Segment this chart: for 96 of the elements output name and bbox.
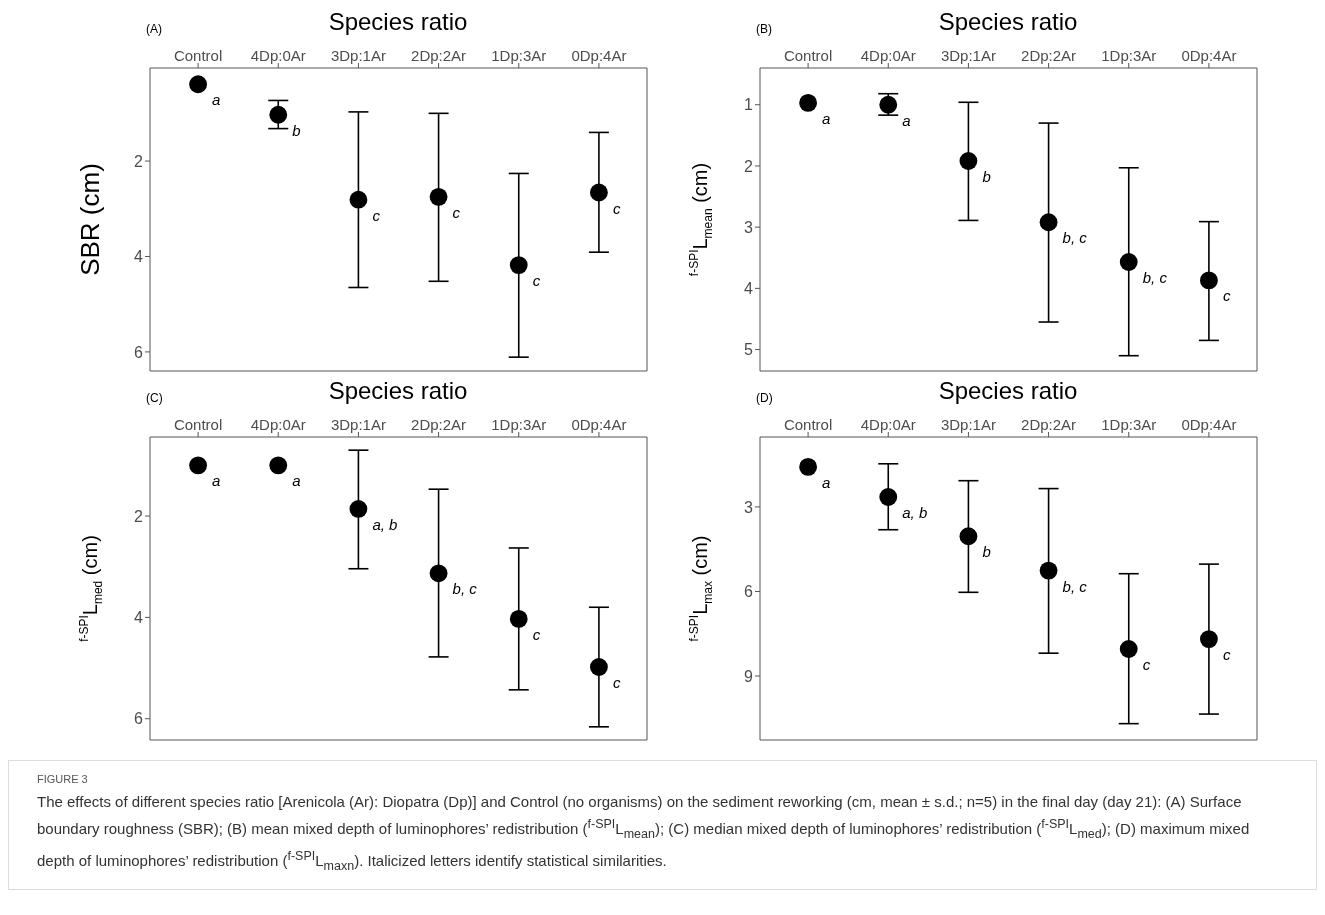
y-tick-label: 4: [744, 280, 754, 298]
point: [189, 75, 208, 94]
x-tick-label: 1Dp:3Ar: [1101, 416, 1157, 433]
y-tick-label: 2: [744, 157, 754, 175]
y-tick-label: 6: [134, 710, 144, 728]
annotation: a: [822, 109, 831, 127]
point: [799, 93, 818, 112]
x-tick-label: 0Dp:4Ar: [571, 47, 627, 64]
y-tick-label: 6: [744, 583, 754, 601]
x-tick-label: 4Dp:0Ar: [860, 47, 916, 64]
annotation: a: [292, 472, 301, 490]
annotation: c: [532, 625, 541, 643]
x-tick-label: 3Dp:1Ar: [330, 47, 386, 64]
annotation: a, b: [902, 504, 928, 522]
point: [959, 152, 978, 170]
x-tick-label: 3Dp:1Ar: [330, 416, 386, 433]
chart-title: (D): [756, 391, 773, 405]
point: [1119, 253, 1138, 271]
annotation: c: [1222, 287, 1231, 305]
point: [1119, 640, 1138, 658]
point: [349, 500, 368, 518]
point: [589, 658, 608, 676]
y-tick-label: 5: [744, 341, 754, 359]
point: [509, 610, 528, 628]
x-tick-label: Control: [173, 416, 223, 433]
point: [189, 456, 208, 475]
x-tick-label: 2Dp:2Ar: [411, 416, 467, 433]
point: [799, 457, 818, 476]
x-tick-label: 4Dp:0Ar: [250, 47, 306, 64]
annotation: b, c: [1142, 269, 1168, 287]
x-tick-label: Control: [783, 47, 833, 64]
text: The effects of different species ratio [Arenicola (Ar): Diopatra (Dp)] and Control (no organisms) on the sediment reworking (cm, mean ± s.d.; n=5) in the final day (day 21): (A) Surface boundary roughness (SBR); (B) mean mixed depth of luminophores’ redistribution ($^{f-SPI}$L$_{mean}$); (C) median mixed depth of luminophores’ redistribution ($^{f-SPI}$L$_{med}$); (D) maximum mixed depth of luminophores’ redistribution ($^{f-SPI}$L$_{maxn}$). Italicized letters identify statistical similarities.: [37, 793, 1250, 873]
chart-title: (B): [756, 22, 772, 36]
point: [1039, 213, 1058, 232]
annotation: b, c: [1062, 577, 1088, 595]
x-axis-title: Species ratio: [938, 8, 1078, 35]
caption: FIGURE 3: [37, 773, 89, 785]
point: [959, 527, 978, 546]
y-tick-label: 4: [134, 248, 144, 266]
annotation: c: [1222, 646, 1231, 664]
point: [589, 183, 608, 202]
y-tick-label: 4: [134, 609, 144, 627]
annotation: c: [612, 199, 621, 217]
x-axis-title: Species ratio: [938, 377, 1078, 404]
annotation: c: [372, 206, 381, 224]
annotation: b: [982, 168, 991, 186]
point: [269, 456, 288, 475]
y-axis-title: SBR (cm): [74, 163, 105, 276]
annotation: c: [452, 203, 461, 221]
x-tick-label: 0Dp:4Ar: [1181, 416, 1237, 433]
x-tick-label: 3Dp:1Ar: [940, 416, 996, 433]
point: [429, 187, 448, 206]
x-tick-label: 2Dp:2Ar: [411, 47, 467, 64]
x-tick-label: Control: [173, 47, 223, 64]
annotation: a: [902, 111, 911, 129]
x-tick-label: Control: [783, 416, 833, 433]
y-tick-label: 3: [744, 498, 754, 516]
chart-title: (C): [146, 391, 163, 405]
annotation: c: [1142, 655, 1151, 673]
annotation: a: [212, 472, 221, 490]
annotation: b: [982, 543, 991, 561]
x-tick-label: 0Dp:4Ar: [1181, 47, 1237, 64]
x-tick-label: 3Dp:1Ar: [940, 47, 996, 64]
x-tick-label: 4Dp:0Ar: [860, 416, 916, 433]
chart-title: (A): [146, 22, 162, 36]
annotation: a: [212, 91, 221, 109]
y-tick-label: 9: [744, 667, 754, 685]
point: [509, 256, 528, 274]
point: [1199, 630, 1218, 648]
point: [349, 190, 368, 209]
x-tick-label: 1Dp:3Ar: [491, 416, 547, 433]
annotation: a: [822, 473, 831, 491]
x-axis-title: Species ratio: [328, 377, 468, 404]
point: [1039, 561, 1058, 580]
point: [429, 564, 448, 583]
x-tick-label: 2Dp:2Ar: [1021, 47, 1077, 64]
y-tick-label: 2: [134, 152, 144, 170]
annotation: c: [612, 674, 621, 692]
y-tick-label: 2: [134, 507, 144, 525]
point: [1199, 271, 1218, 290]
x-tick-label: 1Dp:3Ar: [491, 47, 547, 64]
point: [879, 488, 898, 506]
y-tick-label: 3: [744, 218, 754, 236]
annotation: b, c: [452, 580, 478, 598]
annotation: a, b: [372, 515, 398, 533]
x-tick-label: 1Dp:3Ar: [1101, 47, 1157, 64]
x-axis-title: Species ratio: [328, 8, 468, 35]
annotation: c: [532, 272, 541, 290]
y-tick-label: 6: [134, 343, 144, 361]
annotation: b, c: [1062, 229, 1088, 247]
x-tick-label: 0Dp:4Ar: [571, 416, 627, 433]
annotation: b: [292, 121, 301, 139]
y-tick-label: 1: [744, 96, 754, 114]
x-tick-label: 4Dp:0Ar: [250, 416, 306, 433]
point: [269, 105, 288, 124]
x-tick-label: 2Dp:2Ar: [1021, 416, 1077, 433]
